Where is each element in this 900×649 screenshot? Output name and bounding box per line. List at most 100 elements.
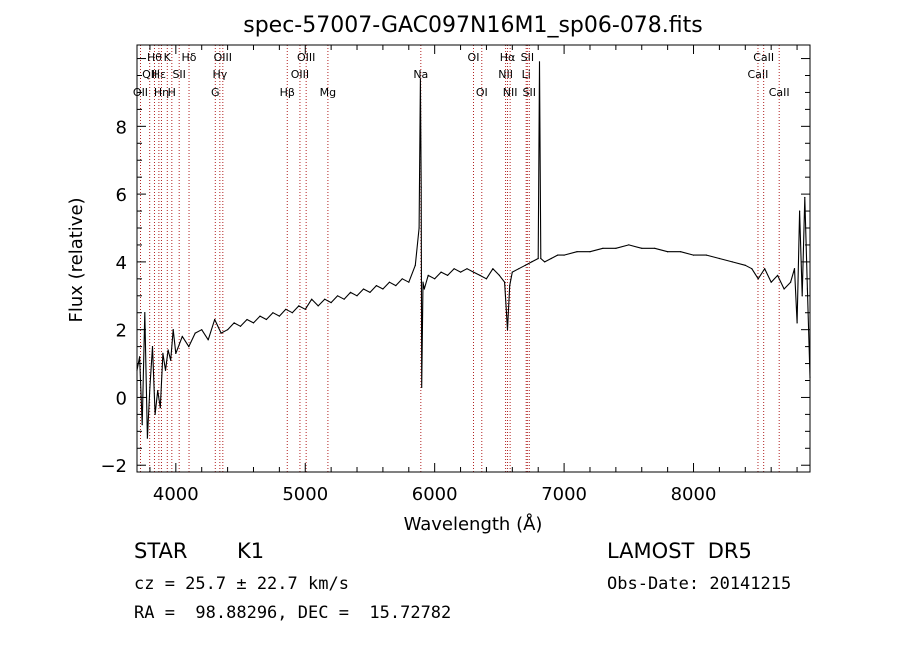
- spectrum-point-33: [291, 312, 293, 314]
- spectrum-point-64: [460, 271, 462, 273]
- spectrum-point-69: [492, 268, 494, 270]
- spectrum-point-5: [149, 386, 151, 388]
- spectrum-point-111: [806, 288, 809, 290]
- line-marker-label-24: SII: [523, 86, 536, 99]
- spectrum-point-12: [167, 349, 169, 351]
- line-marker-label-4: Hη: [154, 86, 169, 99]
- spectrum-point-51: [408, 281, 410, 283]
- spectrum-point-15: [175, 352, 177, 354]
- spectrum-point-20: [207, 339, 209, 341]
- line-marker-label-19: NII: [498, 68, 513, 81]
- object-class: STAR: [134, 539, 188, 563]
- spectrum-point-17: [188, 346, 190, 348]
- spectrum-point-24: [233, 322, 235, 324]
- spectrum-point-72: [506, 329, 509, 331]
- spectrum-point-63: [453, 268, 455, 270]
- line-marker-label-11: OIII: [214, 51, 232, 64]
- x-tick-label-6000: 6000: [412, 484, 458, 505]
- spectrum-point-90: [641, 247, 643, 249]
- spectrum-point-45: [369, 291, 371, 293]
- spectrum-point-95: [705, 254, 708, 256]
- x-axis: 4000 5000 6000 7000 8000: [149, 45, 798, 505]
- spectrum-point-48: [388, 281, 390, 283]
- spectrum-point-85: [576, 251, 578, 253]
- x-tick-label-4000: 4000: [153, 484, 199, 505]
- line-marker-label-2: Hθ: [147, 51, 162, 64]
- line-marker-label-13: OIII: [291, 68, 309, 81]
- spectrum-point-89: [628, 244, 630, 246]
- spectrum-point-19: [201, 329, 203, 331]
- x-tick-label-5000: 5000: [282, 484, 328, 505]
- spectrum-point-35: [304, 308, 306, 310]
- spectrum-point-105: [790, 281, 792, 283]
- spectrum-point-10: [162, 352, 164, 354]
- spectrum-point-7: [154, 413, 156, 415]
- spectrum-point-21: [214, 318, 216, 321]
- spectrum-point-97: [731, 261, 733, 263]
- line-marker-label-10: Hγ: [212, 68, 227, 81]
- spectrum-point-67: [479, 274, 481, 276]
- spectrum-point-25: [239, 325, 242, 327]
- spectrum-point-23: [227, 329, 229, 331]
- x-axis-label: Wavelength (Å): [404, 513, 543, 535]
- spectrum-point-2: [141, 424, 143, 426]
- spectrum-point-93: [680, 251, 682, 253]
- line-marker-label-27: CaII: [769, 86, 790, 99]
- observation-date: Obs-Date: 20141215: [607, 574, 792, 594]
- spectrum-point-62: [447, 274, 449, 276]
- y-tick-label-8: 8: [116, 117, 127, 138]
- object-subclass: K1: [237, 539, 265, 563]
- line-marker-label-7: SII: [172, 68, 185, 81]
- line-marker-label-5: K: [164, 51, 172, 64]
- spectrum-point-40: [337, 295, 339, 297]
- spectrum-point-60: [434, 278, 436, 280]
- spectrum-point-37: [317, 305, 319, 307]
- spectrum-point-110: [804, 196, 806, 199]
- spectrum-point-68: [485, 278, 487, 280]
- line-marker-label-12: Hβ: [280, 86, 295, 99]
- spectrum-point-43: [356, 295, 358, 297]
- spectrum-point-16: [181, 335, 183, 337]
- spectrum-point-101: [764, 268, 766, 270]
- line-marker-label-3: Hε: [152, 68, 166, 81]
- line-marker-label-9: G: [211, 86, 220, 99]
- line-marker-label-22: Li: [522, 68, 531, 81]
- spectrum-point-92: [667, 251, 669, 253]
- spectrum-point-77: [531, 261, 533, 263]
- spectrum-point-26: [246, 318, 248, 321]
- spectrum-point-71: [504, 281, 506, 283]
- spectrum-point-73: [509, 285, 511, 287]
- line-marker-label-23: SII: [521, 51, 534, 64]
- spectrum-point-46: [375, 285, 377, 287]
- spectrum-point-28: [259, 315, 261, 317]
- spectrum-point-54: [419, 78, 421, 80]
- spectrum-point-29: [265, 318, 267, 321]
- spectrum-point-31: [278, 315, 280, 317]
- spectrum-point-36: [311, 298, 313, 300]
- spectrum-point-78: [537, 257, 539, 260]
- y-tick-label-4: 4: [116, 253, 127, 274]
- chart-title: spec-57007-GAC097N16M1_sp06-078.fits: [243, 13, 703, 38]
- spectrum-point-99: [751, 268, 753, 270]
- spectrum-point-52: [414, 264, 416, 266]
- spectrum-point-42: [349, 291, 352, 293]
- spectrum-point-8: [157, 390, 159, 392]
- line-marker-label-6: H: [168, 86, 176, 99]
- spectrum-point-104: [783, 288, 785, 290]
- spectrum-point-100: [757, 278, 759, 280]
- spectrum-point-22: [220, 332, 222, 334]
- plot-frame: [136, 44, 811, 473]
- spectrum-point-57: [422, 281, 424, 283]
- spectrum-point-88: [615, 247, 617, 249]
- spectrum-point-27: [252, 322, 255, 324]
- spectrum-point-80: [540, 257, 542, 260]
- spectrum-point-4: [146, 437, 148, 439]
- line-marker-label-8: Hδ: [182, 51, 197, 64]
- spectrum-point-108: [799, 210, 801, 212]
- survey-name: LAMOST DR5: [607, 539, 752, 563]
- spectrum-point-79: [538, 61, 541, 63]
- line-marker-label-1: QII: [142, 68, 157, 81]
- spectrum-point-61: [440, 271, 442, 273]
- x-tick-label-7000: 7000: [541, 484, 587, 505]
